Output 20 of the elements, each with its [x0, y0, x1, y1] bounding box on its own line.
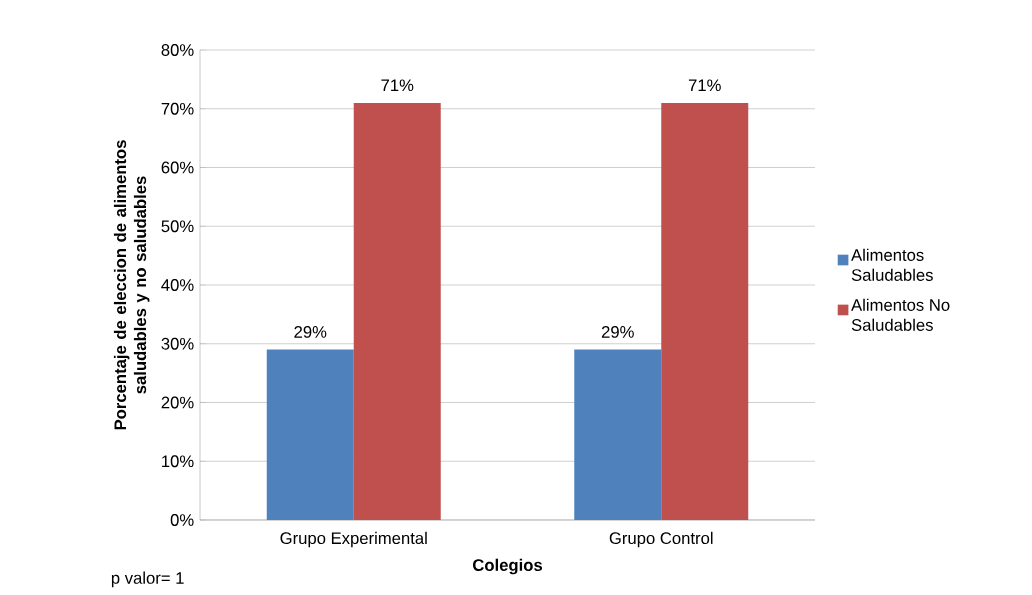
text: p valor= 1 — [111, 571, 184, 588]
y-tick-label: 70% — [161, 102, 194, 115]
y-tick-label: 20% — [161, 396, 194, 409]
y-tick-label: 40% — [161, 279, 194, 291]
y-tick-label: 80% — [161, 44, 194, 56]
x-tick-label: Grupo Control — [609, 531, 713, 548]
data-label: 71% — [381, 79, 414, 92]
x-tick-label: Grupo Experimental — [280, 531, 427, 548]
data-label: 71% — [688, 79, 721, 92]
data-label: 29% — [601, 326, 634, 338]
y-tick-label: 0% — [170, 514, 194, 526]
y-tick-label: 10% — [162, 455, 194, 468]
y-axis-title: Porcentaje de eleccion de alimentos saludables y no saludables — [113, 140, 150, 430]
data-label: 29% — [294, 326, 327, 338]
y-tick-label: 30% — [161, 337, 194, 350]
legend-label: Alimentos No Saludables — [851, 298, 950, 331]
x-axis-title: Colegios — [473, 558, 543, 575]
y-tick-label: 50% — [161, 220, 194, 233]
legend-label: Alimentos Saludables — [851, 248, 933, 281]
y-tick-label: 60% — [161, 161, 194, 174]
